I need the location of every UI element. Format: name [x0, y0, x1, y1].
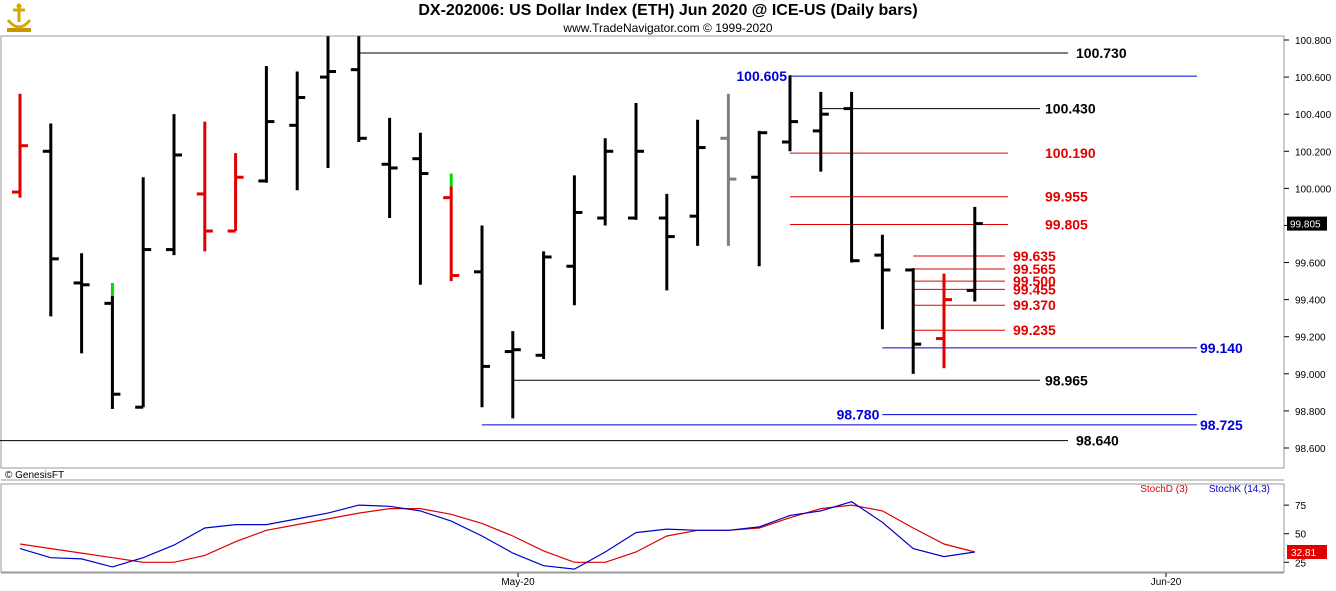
level-label: 99.955 [1045, 189, 1088, 205]
level-label: 99.500 [1013, 273, 1056, 289]
level-label: 99.565 [1013, 261, 1056, 277]
stochastic-panel-frame [0, 483, 1285, 573]
x-tick-label: Jun-20 [1151, 577, 1182, 588]
price-axis: 100.800 100.600 100.400 100.200 100.000 99.80… [1284, 36, 1332, 455]
stoch-tick-label: 75 [1295, 501, 1307, 512]
level-label: 99.805 [1045, 217, 1088, 233]
level-label: 99.370 [1013, 297, 1056, 313]
copyright-label: © GenesisFT [5, 470, 64, 481]
stoch-tick-label: 25 [1295, 558, 1307, 569]
x-tick-label: May-20 [501, 577, 535, 588]
level-label: 100.730 [1076, 45, 1127, 61]
price-tick-label: 100.000 [1295, 184, 1332, 195]
level-label: 99.635 [1013, 248, 1056, 264]
price-tick-label: 99.000 [1295, 370, 1326, 381]
stoch-tick-label: 50 [1295, 530, 1307, 541]
level-label: 98.640 [1076, 433, 1119, 449]
last-price-label: 99.805 [1290, 220, 1321, 231]
price-tick-label: 98.600 [1295, 444, 1326, 455]
level-label: 100.605 [736, 68, 787, 84]
level-label: 99.235 [1013, 322, 1056, 338]
stoch-k-line [19, 501, 975, 570]
price-tick-label: 100.200 [1295, 147, 1332, 158]
price-tick-label: 99.200 [1295, 333, 1326, 344]
price-tick-label: 100.800 [1295, 36, 1332, 47]
price-tick-label: 100.600 [1295, 73, 1332, 84]
price-tick-label: 98.800 [1295, 407, 1326, 418]
chart-title: DX-202006: US Dollar Index (ETH) Jun 202… [418, 2, 918, 19]
price-tick-label: 100.400 [1295, 110, 1332, 121]
stoch-d-legend: StochD (3) [1140, 484, 1188, 495]
level-label: 98.965 [1045, 372, 1088, 388]
level-label: 99.140 [1200, 340, 1243, 356]
chart-header: DX-202006: US Dollar Index (ETH) Jun 202… [0, 0, 1336, 36]
chart-subtitle: www.TradeNavigator.com © 1999-2020 [563, 21, 773, 35]
stochastic-panel: 75 50 25 StochD (3) StochK (14,3) 32.81 [19, 484, 1327, 570]
level-label: 98.725 [1200, 417, 1243, 433]
level-label: 100.430 [1045, 101, 1096, 117]
anchor-trophy-icon [6, 3, 32, 32]
stoch-d-line [19, 504, 975, 563]
level-label: 98.780 [837, 407, 880, 423]
stoch-last-box [1287, 545, 1327, 559]
price-levels: 100.730 100.605 100.430 100.190 99.955 99.805… [0, 45, 1243, 449]
stoch-k-legend: StochK (14,3) [1209, 484, 1270, 495]
last-price-box [1287, 216, 1327, 231]
price-panel-frame [0, 35, 1285, 469]
stoch-last-label: 32.81 [1291, 548, 1316, 559]
ohlc-bars [12, 36, 983, 419]
level-label: 100.190 [1045, 145, 1096, 161]
x-axis: May-20 Jun-20 [501, 573, 1182, 588]
price-tick-label: 99.600 [1295, 259, 1326, 270]
level-label: 99.455 [1013, 281, 1056, 297]
price-tick-label: 99.400 [1295, 296, 1326, 307]
